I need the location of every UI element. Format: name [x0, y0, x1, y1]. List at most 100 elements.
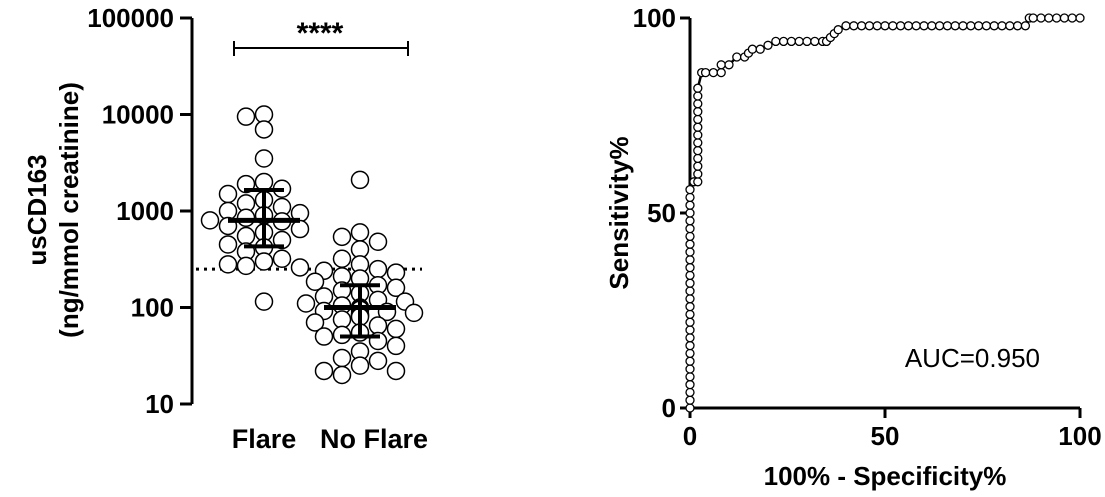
roc-point [685, 216, 695, 226]
roc-point [693, 145, 703, 156]
roc-point [685, 278, 695, 288]
median-iqr-bars [228, 188, 396, 339]
roc-point [856, 21, 867, 31]
roc-x-tick-label: 100 [1058, 421, 1101, 451]
roc-point [927, 21, 937, 31]
roc-point [911, 21, 921, 31]
roc-point [685, 286, 695, 296]
data-point [404, 303, 424, 323]
roc-point [864, 21, 875, 31]
roc-point [732, 52, 742, 62]
roc-point [1028, 13, 1038, 23]
roc-y-title: Sensitivity% [604, 136, 634, 289]
roc-point [1044, 13, 1054, 23]
y-tick-label: 10 [145, 389, 174, 419]
roc-point [841, 21, 851, 31]
data-point [218, 235, 238, 254]
data-point [350, 223, 370, 242]
roc-point [693, 153, 703, 164]
roc-point [685, 317, 695, 327]
roc-point [693, 169, 703, 179]
data-point [296, 294, 316, 313]
roc-point [693, 122, 703, 132]
roc-point [685, 372, 695, 382]
data-point [350, 170, 370, 190]
roc-point [1059, 13, 1070, 23]
roc-point [833, 25, 843, 35]
data-point [200, 211, 220, 230]
roc-point [794, 36, 804, 47]
roc-x-ticks: 0 50 100 [683, 408, 1102, 451]
roc-point [685, 239, 695, 249]
roc-point [685, 333, 695, 343]
roc-point [700, 67, 711, 78]
roc-point [685, 294, 695, 304]
roc-point [989, 21, 999, 31]
roc-point [895, 21, 906, 31]
roc-point [685, 403, 695, 413]
dot-plot-y-title-line2: (ng/mmol creatinine) [54, 82, 84, 338]
data-point [236, 256, 256, 276]
roc-point [685, 192, 695, 203]
roc-point [685, 340, 695, 351]
dot-plot-y-title-line1: usCD163 [22, 154, 52, 265]
category-label: No Flare [320, 424, 428, 454]
data-point [350, 356, 370, 375]
data-point [218, 255, 238, 274]
roc-point [919, 21, 929, 31]
roc-point [685, 231, 695, 242]
roc-point [685, 387, 695, 398]
roc-point [716, 67, 726, 78]
significance-stars: **** [297, 17, 344, 50]
data-point [314, 361, 334, 381]
y-tick-label: 1000 [116, 196, 174, 226]
auc-annotation: AUC=0.950 [905, 343, 1040, 373]
significance-bracket: **** [233, 17, 409, 56]
roc-point [810, 36, 820, 47]
roc-x-tick-label: 0 [683, 421, 697, 451]
roc-point [1020, 21, 1031, 31]
data-point [254, 252, 274, 271]
data-point [386, 278, 406, 298]
roc-point [763, 40, 773, 50]
roc-point [997, 21, 1007, 31]
dot-plot-categories: Flare No Flare [232, 424, 428, 454]
roc-point [755, 44, 765, 54]
data-point [332, 365, 352, 385]
roc-point [724, 60, 734, 70]
roc-point [685, 379, 695, 390]
data-point [254, 292, 274, 311]
roc-point [778, 36, 789, 47]
roc-point [693, 161, 703, 171]
roc-point [973, 21, 984, 31]
data-point [386, 336, 406, 356]
roc-point [880, 21, 890, 31]
data-point [368, 316, 388, 335]
roc-point [685, 356, 695, 366]
data-point [290, 219, 310, 239]
roc-point [693, 138, 703, 148]
roc-x-tick-label: 50 [871, 421, 900, 451]
data-point [332, 310, 352, 329]
roc-point [693, 177, 703, 187]
roc-point [958, 21, 968, 31]
data-point [368, 351, 388, 371]
roc-x-title: 100% - Specificity% [764, 461, 1007, 491]
roc-point [888, 21, 898, 31]
roc-point [685, 247, 695, 257]
roc-point [685, 223, 695, 234]
y-tick-label: 100000 [87, 3, 174, 33]
roc-point [685, 309, 695, 320]
data-point [254, 120, 274, 139]
roc-point [693, 83, 703, 93]
roc-point [716, 60, 726, 70]
data-point [386, 361, 406, 381]
roc-point [685, 208, 695, 218]
data-point [218, 184, 238, 204]
roc-point [934, 21, 945, 31]
data-point [368, 232, 388, 252]
roc-point [685, 270, 695, 281]
roc-panel: 0 50 100 0 50 100 AUC=0.950 100% - Specifici… [604, 3, 1102, 491]
